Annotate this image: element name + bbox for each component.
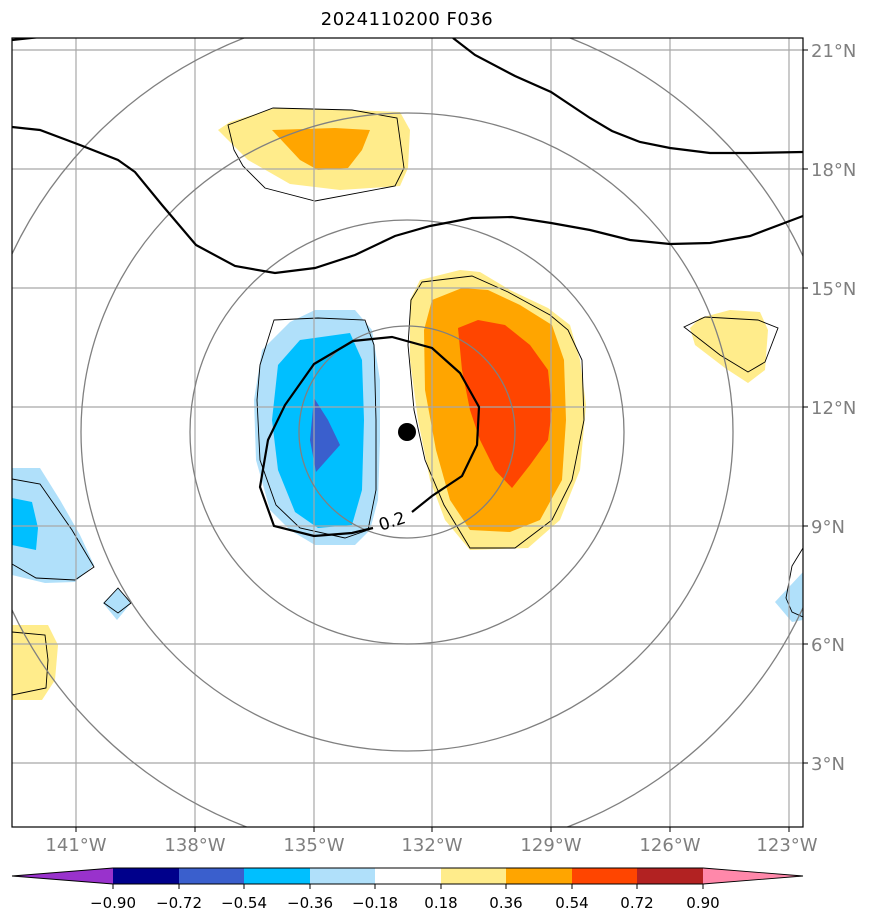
colorbar-swatch	[310, 868, 375, 884]
colorbar-swatch	[506, 868, 572, 884]
lon-label: 123°W	[756, 835, 817, 856]
lon-label: 135°W	[283, 835, 344, 856]
lat-label: 15°N	[811, 279, 856, 300]
map-plot-area: 0.2	[12, 38, 803, 827]
thick-contours	[12, 38, 803, 538]
shading-positive-east	[690, 310, 768, 383]
latitude-labels: 21°N 18°N 15°N 12°N 9°N 6°N 3°N	[803, 41, 856, 775]
map-frame	[11, 37, 804, 828]
colorbar-tick-label: −0.18	[352, 894, 398, 912]
lon-label: 129°W	[520, 835, 581, 856]
colorbar-tick-label: −0.36	[287, 894, 333, 912]
colorbar-swatch	[441, 868, 506, 884]
lat-label: 3°N	[811, 754, 845, 775]
lat-label: 21°N	[811, 41, 856, 62]
range-rings	[12, 38, 803, 827]
map-title: 2024110200 F036	[320, 9, 494, 30]
shading-positive-core	[410, 270, 586, 550]
colorbar-tick-label: 0.90	[686, 894, 719, 912]
colorbar-tick-label: 0.18	[424, 894, 457, 912]
colorbar: −0.90 −0.72 −0.54 −0.36 −0.18 0.18 0.36 …	[11, 867, 804, 912]
storm-center-marker	[398, 423, 416, 441]
lat-label: 18°N	[811, 160, 856, 181]
lat-label: 6°N	[811, 635, 845, 656]
colorbar-tick-label: 0.72	[620, 894, 653, 912]
colorbar-swatch	[637, 868, 703, 884]
colorbar-tick-label: −0.54	[221, 894, 267, 912]
colorbar-swatch	[113, 868, 179, 884]
colorbar-tick-label: −0.90	[90, 894, 136, 912]
colorbar-swatch	[572, 868, 637, 884]
colorbar-swatch	[375, 868, 441, 884]
lat-label: 12°N	[811, 398, 856, 419]
colorbar-tick-label: −0.72	[156, 894, 202, 912]
colorbar-swatch	[703, 868, 803, 884]
lat-label: 9°N	[811, 517, 845, 538]
colorbar-swatch	[244, 868, 310, 884]
longitude-labels: 141°W 138°W 135°W 132°W 129°W 126°W 123°…	[45, 827, 818, 856]
shading-negative-core	[254, 310, 380, 545]
colorbar-tick-label: 0.36	[489, 894, 522, 912]
colorbar-tick-label: 0.54	[555, 894, 588, 912]
colorbar-swatch	[12, 868, 113, 884]
graticule	[12, 38, 803, 827]
colorbar-swatch	[179, 868, 244, 884]
lon-label: 132°W	[401, 835, 462, 856]
lon-label: 138°W	[164, 835, 225, 856]
lon-label: 126°W	[639, 835, 700, 856]
lon-label: 141°W	[45, 835, 106, 856]
